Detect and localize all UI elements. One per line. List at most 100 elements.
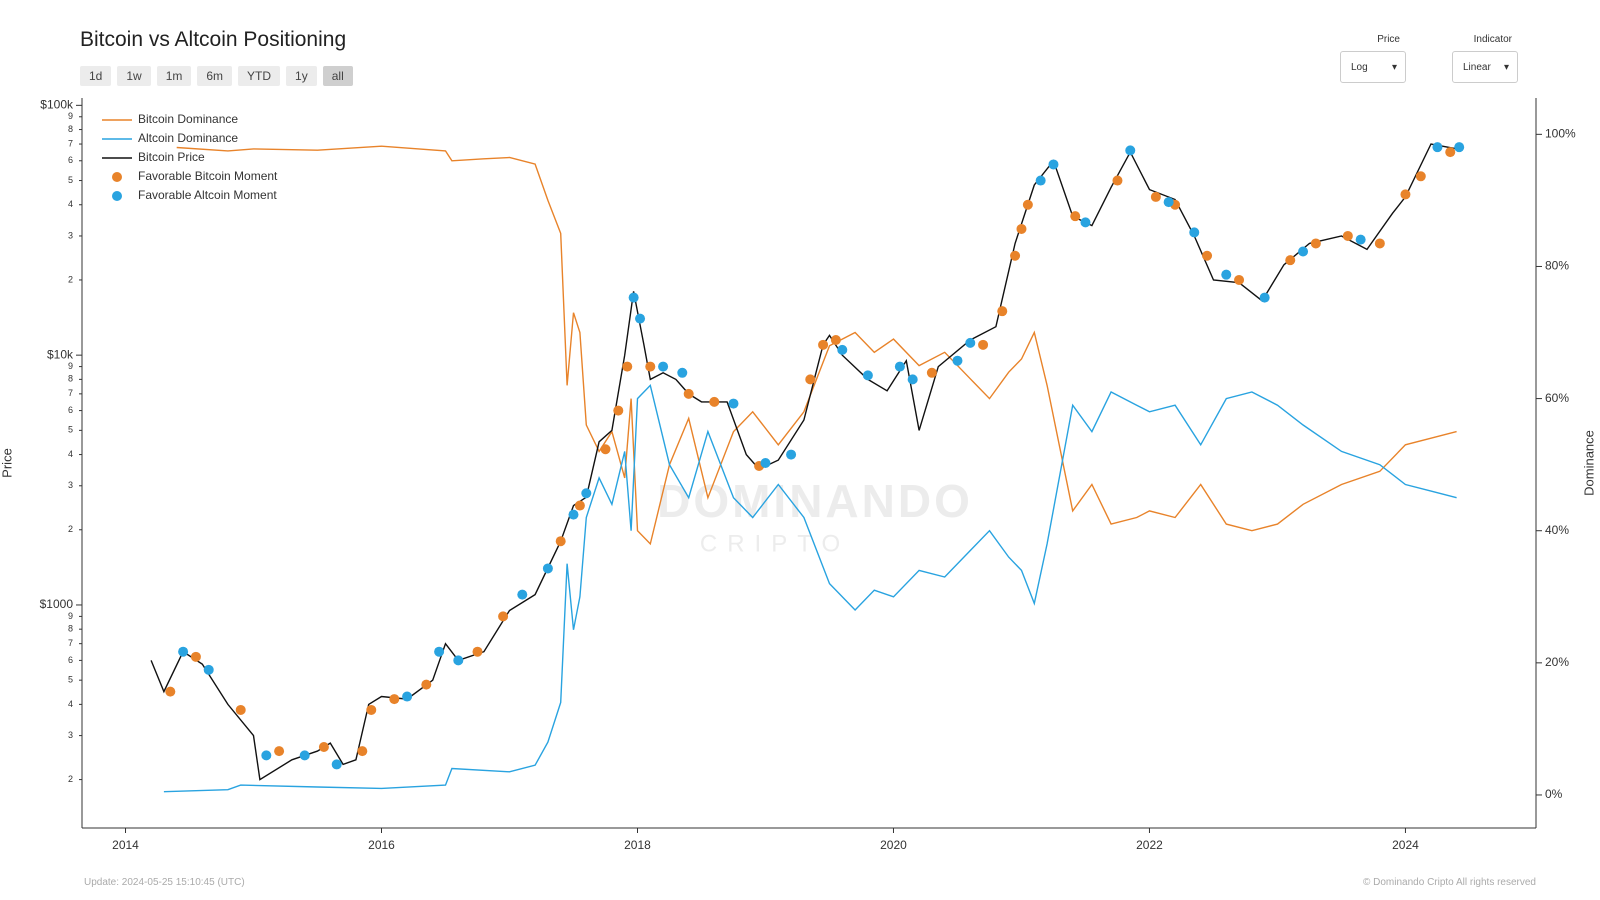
y-tick-label: 5 [68,675,73,685]
moment-dot [894,361,905,372]
y-tick-label: 7 [68,138,73,148]
y-tick-label: 8 [68,374,73,384]
moment-dot [235,704,246,715]
moment-dot [555,536,566,547]
y-tick-label: 6 [68,405,73,415]
moment-dot [805,374,816,385]
y-tick-label: 2 [68,524,73,534]
moment-dot [1010,250,1021,261]
series-line [150,143,1457,781]
legend-label: Altcoin Dominance [138,131,238,145]
legend-label: Bitcoin Dominance [138,112,238,126]
moment-dot [837,344,848,355]
moment-dot [997,306,1008,317]
y-tick-label: 4 [68,699,73,709]
range-button[interactable]: 1w [117,66,151,86]
y2-tick-label: 100% [1545,127,1576,141]
moment-dot [760,458,771,469]
range-button[interactable]: 1m [156,66,192,86]
moment-dot [1150,191,1161,202]
chart-title: Bitcoin vs Altcoin Positioning [80,28,347,51]
moment-dot [178,646,189,657]
moment-dot [645,361,656,372]
moment-dot [574,500,585,511]
range-buttons: 1d 1w 1m 6m YTD 1y all [80,66,353,86]
x-tick-label: 2022 [1136,838,1163,852]
control: Indicator Linear ▾ [1452,34,1518,83]
moment-dot [728,398,739,409]
moment-dot [1112,175,1123,186]
moment-dot [1221,269,1232,280]
moment-dot [1432,142,1443,153]
y-axis-title: Price [0,448,14,478]
range-button[interactable]: 1d [80,66,112,86]
range-button[interactable]: YTD [238,66,281,86]
watermark-title: DOMINANDO [657,475,973,527]
dropdown-value: Linear [1463,61,1491,73]
y-tick-label: 3 [68,230,73,240]
moment-dot [965,337,976,348]
moment-dot [1035,175,1046,186]
moment-dot [1189,227,1200,238]
legend-label: Bitcoin Price [138,150,205,164]
moment-dot [1022,199,1033,210]
moment-dot [628,292,639,303]
y-tick-label: 6 [68,155,73,165]
range-button[interactable]: 6m [197,66,233,86]
moment-dot [581,488,592,499]
dropdown-arrow: ▾ [1503,61,1509,73]
control-label: Price [1377,34,1400,45]
y-tick-label: 5 [68,175,73,185]
moment-dot [1298,246,1309,257]
x-tick-label: 2024 [1392,838,1419,852]
moment-dot [274,746,285,757]
y-tick-label: 3 [68,480,73,490]
x-tick-label: 2020 [880,838,907,852]
control-label: Indicator [1473,34,1512,45]
y-tick-label: 9 [68,361,73,371]
moment-dot [1454,142,1465,153]
moment-dot [613,405,624,416]
y-tick-label: 9 [68,111,73,121]
moment-dot [1285,255,1296,266]
moment-dot [498,611,509,622]
legend-label: Favorable Altcoin Moment [138,188,277,202]
moment-dot [389,694,400,705]
y-tick-label: $1000 [40,597,74,611]
dropdown[interactable]: Linear ▾ [1452,51,1518,83]
moment-dot [165,686,176,697]
moment-dot [862,370,873,381]
y-tick-label: 8 [68,624,73,634]
dropdown-arrow: ▾ [1391,61,1397,73]
moment-dot [635,313,646,324]
x-tick-label: 2018 [624,838,651,852]
moment-dot [357,746,368,757]
y-tick-label: 4 [68,449,73,459]
y-tick-label: 5 [68,425,73,435]
moment-dot [1355,234,1366,245]
y2-tick-label: 80% [1545,259,1569,273]
moment-dot [786,449,797,460]
moment-dot [658,361,669,372]
legend-label: Favorable Bitcoin Moment [138,169,278,183]
moment-dot [1234,274,1245,285]
y2-tick-label: 0% [1545,787,1563,801]
moment-dot [1080,217,1091,228]
moment-dot [1048,159,1059,170]
dropdown[interactable]: Log ▾ [1340,51,1406,83]
copyright: © Dominando Cripto All rights reserved [1363,877,1536,888]
moment-dot [683,388,694,399]
y2-tick-label: 20% [1545,655,1569,669]
range-button[interactable]: 1y [286,66,317,86]
range-button[interactable]: all [322,66,353,86]
legend-marker [112,172,122,182]
watermark-subtitle: CRIPTO [700,530,850,557]
moment-dot [1310,238,1321,249]
moment-dot [421,679,432,690]
moment-dot [453,655,464,666]
moment-dot [402,691,413,702]
dropdown-value: Log [1351,61,1368,73]
y-tick-label: 6 [68,655,73,665]
y-tick-label: 2 [68,774,73,784]
